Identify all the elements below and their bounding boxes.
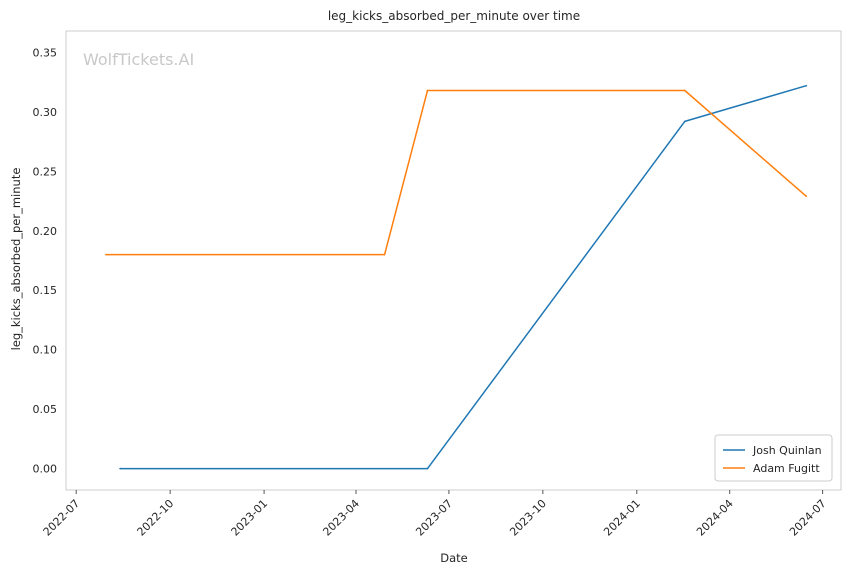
y-tick-label: 0.05 <box>33 403 58 416</box>
x-tick-label: 2023-04 <box>320 497 362 539</box>
watermark: WolfTickets.AI <box>83 50 194 69</box>
y-tick-label: 0.10 <box>33 344 58 357</box>
x-tick-label: 2024-01 <box>601 497 643 539</box>
legend-label: Adam Fugitt <box>753 462 820 475</box>
data-point <box>105 253 107 256</box>
x-tick-label: 2023-07 <box>413 497 455 539</box>
y-tick-label: 0.00 <box>33 463 58 476</box>
x-tick-label: 2022-10 <box>135 497 177 539</box>
data-point <box>805 195 808 198</box>
data-point <box>119 467 121 470</box>
series-line-0 <box>120 84 807 470</box>
data-point <box>426 467 429 470</box>
data-point <box>683 89 686 92</box>
legend-label: Josh Quinlan <box>752 444 822 457</box>
x-tick-label: 2023-01 <box>229 497 271 539</box>
data-point <box>683 120 686 123</box>
data-point <box>426 89 429 92</box>
x-tick-label: 2024-04 <box>694 497 736 539</box>
chart-title: leg_kicks_absorbed_per_minute over time <box>328 9 580 23</box>
x-tick-label: 2024-07 <box>787 497 829 539</box>
data-point <box>383 253 386 256</box>
x-axis-title: Date <box>440 551 468 565</box>
y-tick-label: 0.35 <box>33 46 58 59</box>
y-axis-title: leg_kicks_absorbed_per_minute <box>9 168 23 351</box>
y-tick-label: 0.30 <box>33 106 58 119</box>
y-tick-label: 0.25 <box>33 165 58 178</box>
axes <box>65 30 842 494</box>
x-tick-label: 2022-07 <box>41 497 83 539</box>
data-point <box>805 84 808 87</box>
series-lines <box>105 84 808 470</box>
legend-box <box>714 434 833 482</box>
y-tick-label: 0.15 <box>33 284 58 297</box>
y-tick-label: 0.20 <box>33 225 58 238</box>
plot-frame <box>65 30 842 491</box>
x-tick-label: 2023-10 <box>507 497 549 539</box>
legend: Josh Quinlan Adam Fugitt <box>714 434 833 482</box>
